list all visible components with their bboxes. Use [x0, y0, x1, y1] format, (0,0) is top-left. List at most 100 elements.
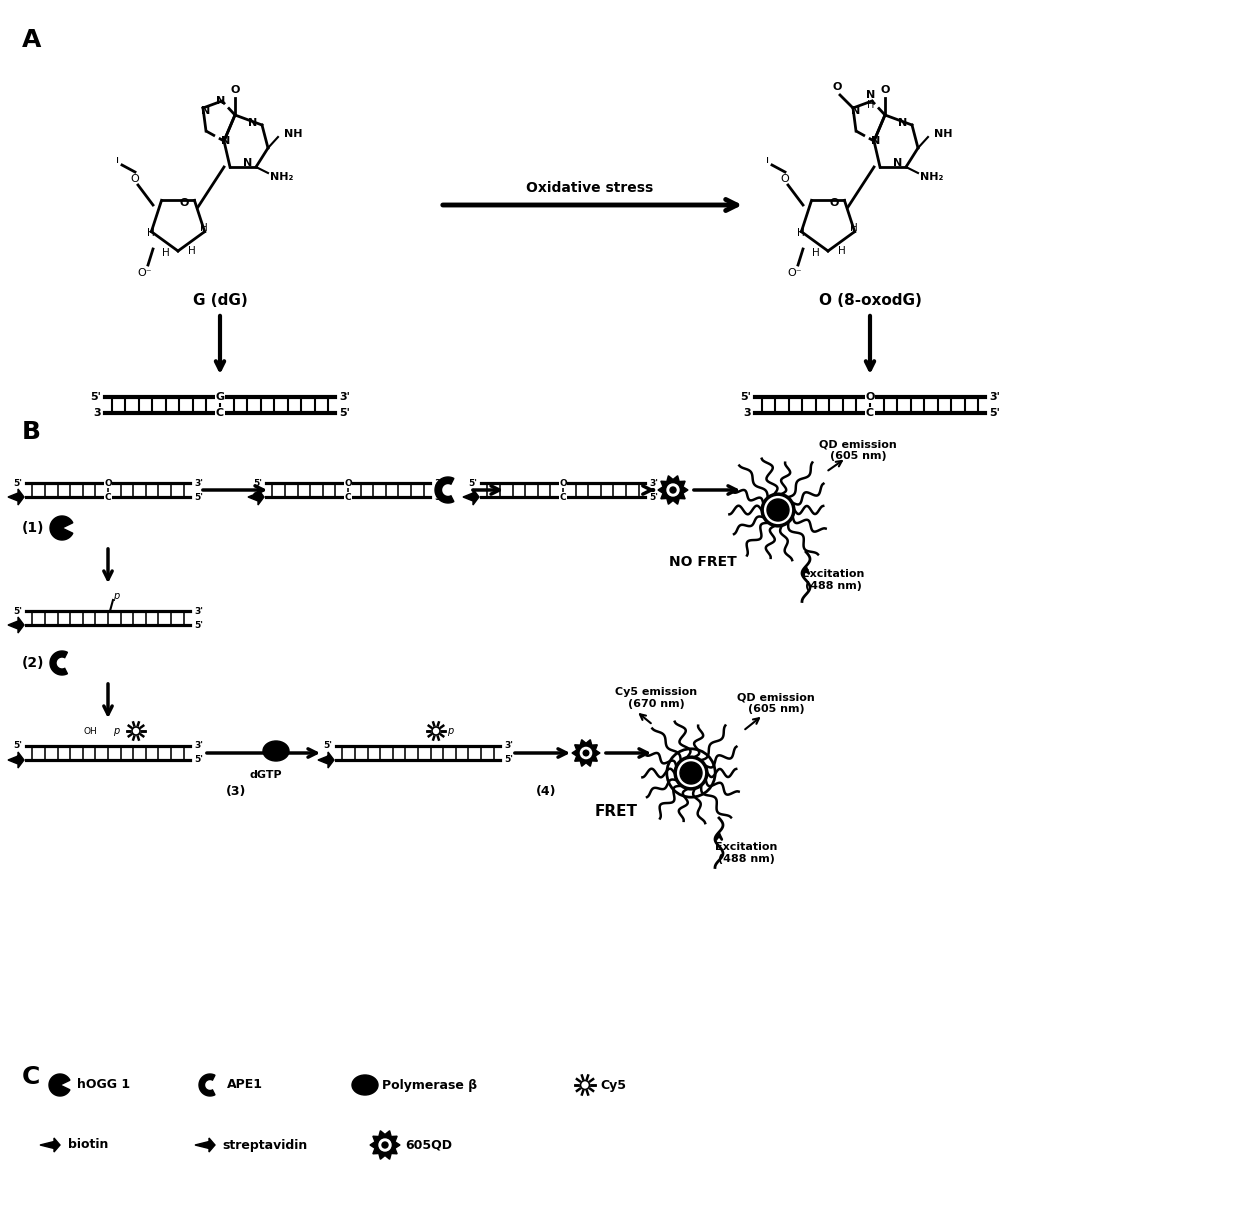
Text: H: H — [812, 248, 820, 258]
Text: 605QD: 605QD — [405, 1138, 453, 1151]
Text: NH: NH — [934, 129, 952, 139]
Text: (3): (3) — [226, 785, 247, 797]
Text: p: p — [446, 726, 453, 736]
Text: 5': 5' — [193, 620, 203, 630]
Circle shape — [583, 750, 589, 756]
Text: H: H — [838, 245, 846, 256]
Text: O: O — [345, 479, 352, 487]
Circle shape — [680, 762, 702, 784]
Text: p: p — [113, 591, 119, 601]
Text: N: N — [201, 106, 211, 116]
Text: N: N — [852, 106, 861, 116]
Text: ı: ı — [766, 155, 770, 165]
Text: 3': 3' — [503, 741, 513, 751]
Polygon shape — [50, 516, 73, 540]
Text: 5': 5' — [12, 479, 22, 487]
Text: N: N — [216, 96, 226, 106]
Text: 3: 3 — [326, 756, 332, 764]
Text: C: C — [866, 408, 874, 418]
Circle shape — [670, 487, 676, 493]
Text: O: O — [231, 85, 239, 95]
Text: Cy5 emission
(670 nm): Cy5 emission (670 nm) — [615, 687, 697, 709]
Text: 5': 5' — [193, 492, 203, 502]
Text: 5': 5' — [253, 479, 262, 487]
Text: N: N — [243, 158, 253, 168]
Text: H: H — [867, 100, 874, 110]
Polygon shape — [40, 1138, 60, 1151]
Text: 3': 3' — [990, 392, 999, 402]
Text: 5': 5' — [740, 392, 751, 402]
Text: 5': 5' — [467, 479, 477, 487]
Text: C: C — [345, 492, 351, 502]
Text: (1): (1) — [22, 521, 45, 535]
Text: 5': 5' — [12, 607, 22, 615]
Polygon shape — [195, 1138, 215, 1151]
Polygon shape — [198, 1074, 215, 1096]
Text: O: O — [781, 175, 790, 184]
Polygon shape — [7, 488, 24, 505]
Text: Polymerase β: Polymerase β — [382, 1078, 477, 1092]
Text: H: H — [162, 248, 170, 258]
Text: 5': 5' — [193, 756, 203, 764]
Text: B: B — [22, 420, 41, 444]
Text: O⁻: O⁻ — [787, 267, 802, 278]
Text: C: C — [216, 408, 224, 418]
Text: OH: OH — [83, 726, 97, 735]
Text: NH: NH — [284, 129, 303, 139]
Text: streptavidin: streptavidin — [222, 1138, 308, 1151]
Text: Cy5: Cy5 — [600, 1078, 626, 1092]
Text: N: N — [872, 136, 880, 147]
Text: O⁻: O⁻ — [138, 267, 153, 278]
Text: 3': 3' — [339, 392, 350, 402]
Circle shape — [382, 1142, 388, 1148]
Text: N: N — [222, 136, 231, 147]
Text: A: A — [22, 28, 41, 53]
Text: ı: ı — [117, 155, 119, 165]
Circle shape — [580, 1081, 589, 1089]
Text: N: N — [898, 118, 908, 128]
Text: QD emission
(605 nm): QD emission (605 nm) — [820, 440, 897, 460]
Text: 3': 3' — [193, 479, 203, 487]
Text: 5': 5' — [322, 741, 332, 751]
Text: Excitation
(488 nm): Excitation (488 nm) — [714, 842, 777, 863]
Text: H: H — [188, 245, 196, 256]
Polygon shape — [317, 752, 334, 768]
Text: QD emission
(605 nm): QD emission (605 nm) — [737, 692, 815, 714]
Text: H: H — [851, 223, 858, 233]
Text: 3': 3' — [193, 607, 203, 615]
Ellipse shape — [352, 1074, 378, 1095]
Polygon shape — [572, 740, 600, 767]
Text: 3: 3 — [16, 756, 22, 764]
Text: G: G — [216, 392, 224, 402]
Text: 3: 3 — [255, 492, 262, 502]
Text: 3': 3' — [434, 479, 443, 487]
Text: 3: 3 — [93, 408, 100, 418]
Text: G (dG): G (dG) — [192, 293, 247, 308]
Text: 3': 3' — [193, 741, 203, 751]
Text: O: O — [880, 85, 889, 95]
Text: H: H — [148, 228, 155, 238]
Text: O: O — [866, 392, 874, 402]
Text: NH₂: NH₂ — [270, 172, 294, 182]
Text: Excitation
(488 nm): Excitation (488 nm) — [802, 569, 864, 591]
Text: O: O — [130, 175, 139, 184]
Text: NO FRET: NO FRET — [670, 556, 737, 569]
Polygon shape — [7, 617, 24, 632]
Text: 3: 3 — [743, 408, 751, 418]
Text: 5': 5' — [12, 741, 22, 751]
Text: APE1: APE1 — [227, 1078, 263, 1092]
Circle shape — [667, 484, 680, 496]
Text: 3: 3 — [471, 492, 477, 502]
Text: 3': 3' — [649, 479, 658, 487]
Text: N: N — [893, 158, 903, 168]
Text: H: H — [200, 223, 208, 233]
Text: O: O — [832, 82, 842, 92]
Polygon shape — [658, 476, 688, 504]
Text: 3: 3 — [16, 620, 22, 630]
Text: C: C — [559, 492, 567, 502]
Circle shape — [432, 726, 440, 735]
Text: (4): (4) — [536, 785, 557, 797]
Text: O: O — [104, 479, 112, 487]
Text: 5': 5' — [503, 756, 513, 764]
Polygon shape — [435, 477, 454, 503]
